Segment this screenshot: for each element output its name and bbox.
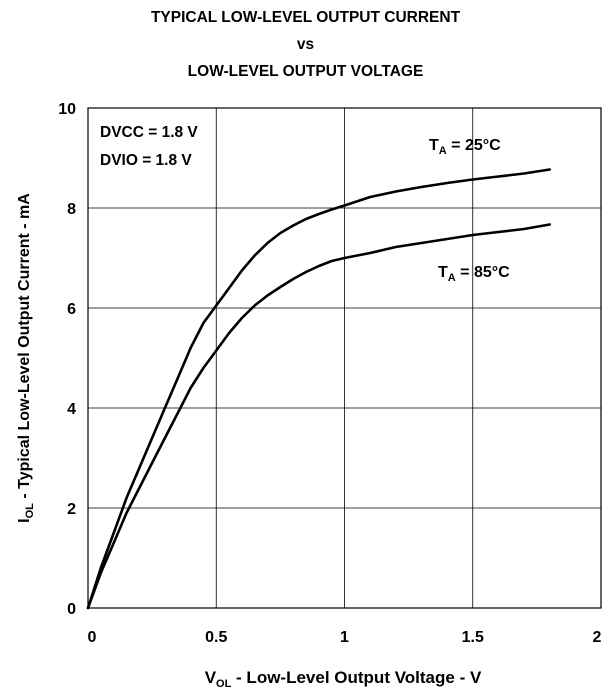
tick-layer: 0 2 4 6 8 10 0 0.5 1 1.5 2 (58, 101, 601, 646)
y-tick-label: 6 (67, 301, 76, 318)
annotation-dvcc: DVCC = 1.8 V (100, 124, 198, 141)
y-tick-label: 2 (67, 501, 76, 518)
y-tick-label: 8 (67, 201, 76, 218)
x-tick-label: 1.5 (462, 629, 484, 646)
chart-title-line-2: vs (296, 36, 315, 53)
series-line-25c (86, 168, 552, 610)
legend-label-85c: TA = 85°C (438, 264, 510, 284)
chart-title-line-1: TYPICAL LOW-LEVEL OUTPUT CURRENT (150, 9, 461, 26)
chart-title-line-3: LOW-LEVEL OUTPUT VOLTAGE (187, 63, 424, 80)
legend-label-25c: TA = 25°C (429, 137, 501, 157)
x-tick-label: 0 (88, 629, 97, 646)
y-tick-label: 10 (58, 101, 76, 118)
x-axis-label: VOL - Low-Level Output Voltage - V (205, 668, 482, 690)
grid-layer (87, 107, 602, 609)
series-layer (86, 168, 552, 610)
x-tick-label: 1 (340, 629, 349, 646)
annotation-dvio: DVIO = 1.8 V (100, 152, 192, 169)
x-tick-label: 2 (593, 629, 602, 646)
y-tick-label: 0 (67, 601, 76, 618)
x-tick-label: 0.5 (205, 629, 227, 646)
y-tick-label: 4 (67, 401, 76, 418)
series-line-85c (86, 223, 552, 610)
plot-frame (87, 107, 602, 609)
y-axis-label: IOL - Typical Low-Level Output Current -… (16, 193, 36, 523)
